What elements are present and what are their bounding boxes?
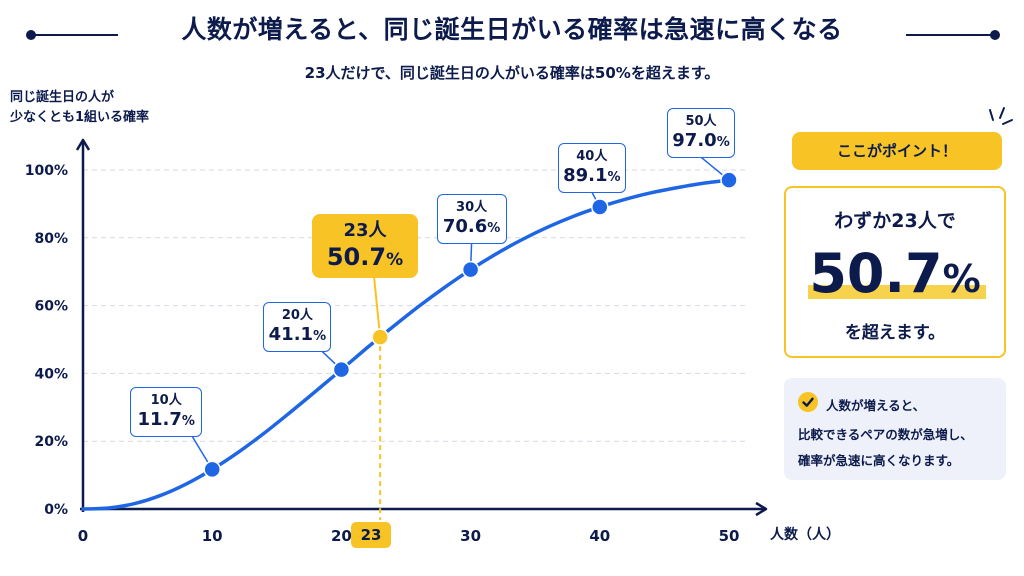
data-label-v: 11.7%: [137, 409, 195, 431]
y-axis-label: 同じ誕生日の人が 少なくとも1組いる確率: [10, 90, 150, 125]
data-label: 20人 41.1%: [263, 301, 332, 352]
data-point: [720, 171, 738, 189]
x-axis-arrow: [755, 501, 768, 517]
highlight-connector: [373, 277, 382, 338]
title-right-line: [906, 34, 996, 36]
data-label-n: 20人: [281, 307, 313, 323]
y-tick-label: 80%: [34, 231, 68, 247]
y-tick-label: 0%: [44, 502, 68, 518]
probability-curve: [81, 178, 731, 511]
data-label: 40人 89.1%: [557, 142, 626, 193]
highlight-label-v: 50.7%: [326, 243, 404, 271]
data-point: [461, 260, 480, 279]
data-point: [591, 198, 609, 216]
data-label-n: 40人: [576, 148, 608, 164]
data-label-v: 97.0%: [672, 130, 730, 152]
data-label: 10人 11.7%: [130, 387, 203, 438]
axes: [75, 138, 768, 517]
point-line3: を超えます。: [844, 323, 946, 343]
point-highlight-bar: [808, 285, 986, 299]
point-box: わずか23人で 50.7% を超えます。: [784, 186, 1006, 358]
y-tick-label: 60%: [34, 299, 68, 315]
note-line1: 人数が増えると、: [826, 398, 926, 413]
x-tick-label: 10: [202, 527, 223, 545]
sparkle-icon: [989, 107, 1013, 125]
curve-layer: [81, 178, 731, 520]
x-tick-label: 30: [460, 527, 481, 545]
data-label-v: 89.1%: [563, 164, 621, 186]
highlight-label-n: 23人: [343, 220, 387, 241]
data-label: 50人 97.0%: [667, 108, 735, 159]
title-left-line: [30, 34, 118, 36]
y-axis-arrow: [75, 138, 91, 151]
data-label-n: 10人: [150, 393, 182, 409]
data-label-n: 30人: [456, 199, 488, 215]
y-tick-label: 20%: [34, 434, 68, 450]
chart-title: 人数が増えると、同じ誕生日がいる確率は急速に高くなる: [181, 15, 843, 44]
title-right-dot: [990, 30, 1000, 40]
data-label-v: 70.6%: [442, 215, 501, 237]
points-layer: [191, 156, 738, 479]
chart-subtitle: 23人だけで、同じ誕生日の人がいる確率は50%を超えます。: [304, 64, 720, 82]
point-line1: わずか23人で: [834, 210, 956, 232]
y-tick-label: 40%: [34, 366, 68, 382]
x-tick-23-badge: 23: [351, 522, 391, 548]
x-tick-label: 0: [78, 527, 88, 545]
check-icon: [798, 392, 818, 412]
title-row: 人数が増えると、同じ誕生日がいる確率は急速に高くなる: [0, 10, 1024, 50]
point-big-value: 50.7%: [809, 242, 981, 305]
x-tick-label: 20: [331, 527, 352, 545]
highlight-label: 23人 50.7%: [312, 214, 418, 278]
data-label-v: 41.1%: [268, 323, 327, 345]
data-point: [203, 460, 221, 479]
tick-labels: 0% 20% 40% 60% 80% 100% 0 10 20 30 40 50: [25, 163, 740, 545]
data-point: [332, 360, 351, 379]
note-line3: 確率が急速に高くなります。: [798, 453, 960, 468]
note-line2: 比較できるペアの数が急増し、: [798, 427, 973, 442]
note-box: 人数が増えると、 比較できるペアの数が急増し、 確率が急速に高くなります。: [784, 378, 1006, 480]
x-tick-label: 50: [719, 527, 740, 545]
x-tick-label: 40: [589, 527, 610, 545]
highlight-point: [371, 328, 389, 346]
data-label-n: 50人: [685, 114, 717, 130]
x-axis-label: 人数（人）: [770, 527, 840, 543]
grid-lines: [83, 169, 745, 442]
y-tick-label: 100%: [25, 163, 68, 179]
data-label: 30人 70.6%: [436, 193, 507, 244]
point-badge: ここがポイント！: [792, 132, 1002, 170]
